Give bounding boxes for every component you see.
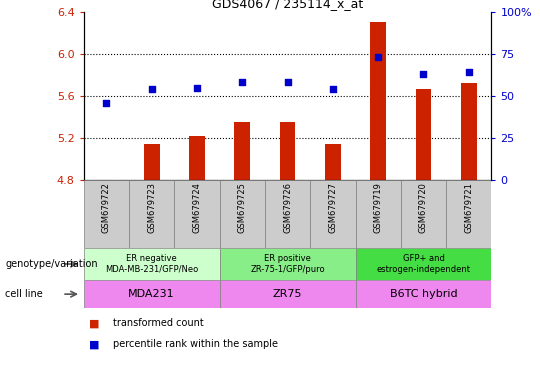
Text: ER negative
MDA-MB-231/GFP/Neo: ER negative MDA-MB-231/GFP/Neo — [105, 254, 198, 274]
Point — [464, 69, 473, 75]
Text: ■: ■ — [89, 339, 99, 349]
Point — [284, 79, 292, 86]
Point — [374, 54, 382, 60]
Bar — [234, 122, 250, 180]
Bar — [446, 180, 491, 248]
Bar — [355, 280, 491, 308]
Point — [102, 100, 111, 106]
Bar — [144, 144, 160, 180]
Bar — [220, 280, 355, 308]
Text: ZR75: ZR75 — [273, 289, 302, 299]
Text: GSM679721: GSM679721 — [464, 182, 473, 233]
Text: GFP+ and
estrogen-independent: GFP+ and estrogen-independent — [376, 254, 470, 274]
Bar — [325, 144, 341, 180]
Bar — [401, 180, 446, 248]
Text: transformed count: transformed count — [113, 318, 204, 328]
Bar — [310, 180, 355, 248]
Bar — [189, 136, 205, 180]
Bar — [84, 248, 220, 280]
Bar — [220, 248, 355, 280]
Bar — [461, 83, 477, 180]
Title: GDS4067 / 235114_x_at: GDS4067 / 235114_x_at — [212, 0, 363, 10]
Point — [193, 84, 201, 91]
Bar — [370, 22, 386, 180]
Point — [147, 86, 156, 92]
Text: MDA231: MDA231 — [129, 289, 175, 299]
Bar — [355, 180, 401, 248]
Point — [238, 79, 247, 86]
Bar — [220, 180, 265, 248]
Text: GSM679720: GSM679720 — [419, 182, 428, 233]
Bar — [174, 180, 220, 248]
Point — [328, 86, 337, 92]
Point — [419, 71, 428, 77]
Bar — [84, 180, 129, 248]
Bar — [415, 89, 431, 180]
Text: GSM679725: GSM679725 — [238, 182, 247, 233]
Bar — [280, 122, 295, 180]
Bar — [265, 180, 310, 248]
Text: ER positive
ZR-75-1/GFP/puro: ER positive ZR-75-1/GFP/puro — [250, 254, 325, 274]
Text: GSM679722: GSM679722 — [102, 182, 111, 233]
Text: B6TC hybrid: B6TC hybrid — [390, 289, 457, 299]
Text: GSM679724: GSM679724 — [192, 182, 201, 233]
Text: cell line: cell line — [5, 289, 43, 299]
Text: percentile rank within the sample: percentile rank within the sample — [113, 339, 279, 349]
Text: GSM679726: GSM679726 — [283, 182, 292, 233]
Text: GSM679719: GSM679719 — [374, 182, 383, 233]
Text: ■: ■ — [89, 318, 99, 328]
Bar — [84, 280, 220, 308]
Text: GSM679723: GSM679723 — [147, 182, 156, 233]
Bar — [129, 180, 174, 248]
Bar — [355, 248, 491, 280]
Text: genotype/variation: genotype/variation — [5, 259, 98, 269]
Text: GSM679727: GSM679727 — [328, 182, 338, 233]
